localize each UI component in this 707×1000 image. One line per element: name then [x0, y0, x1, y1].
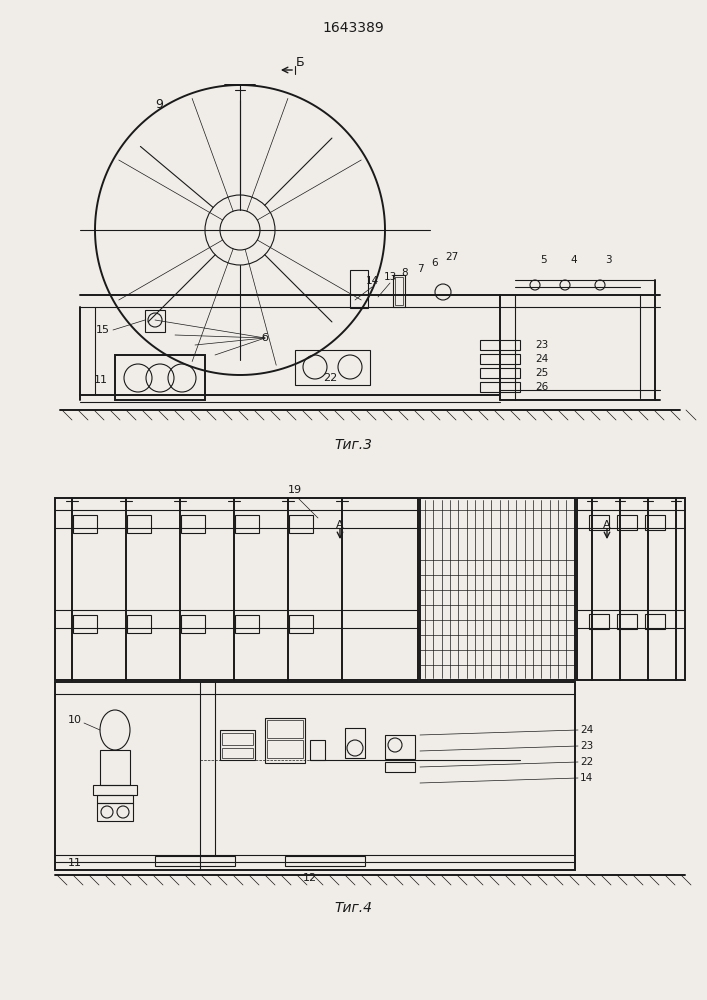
Bar [385, 762, 415, 772]
Bar [480, 382, 520, 392]
Bar [73, 615, 97, 633]
Bar [235, 515, 259, 533]
Text: 6: 6 [432, 258, 438, 268]
Bar [645, 614, 665, 629]
Bar [220, 730, 255, 760]
Bar [285, 856, 365, 866]
Bar [97, 803, 133, 821]
Text: 27: 27 [445, 252, 459, 262]
Text: 14: 14 [580, 773, 593, 783]
Text: 23: 23 [580, 741, 593, 751]
Text: 3: 3 [605, 255, 612, 265]
Bar [480, 368, 520, 378]
Bar [393, 275, 405, 307]
Text: 19: 19 [288, 485, 302, 495]
Text: 11: 11 [94, 375, 108, 385]
Bar [295, 350, 370, 385]
Bar [589, 515, 609, 530]
Bar [480, 340, 520, 350]
Bar [127, 515, 151, 533]
Bar [181, 515, 205, 533]
Text: 24: 24 [580, 725, 593, 735]
Bar [289, 615, 313, 633]
Bar [385, 735, 415, 759]
Text: 12: 12 [303, 873, 317, 883]
Text: 15: 15 [96, 325, 110, 335]
Bar [235, 615, 259, 633]
Text: Б: Б [296, 55, 304, 68]
Text: 4: 4 [570, 255, 577, 265]
Bar [93, 785, 137, 795]
Text: A: A [337, 520, 344, 530]
Bar [420, 498, 575, 680]
Text: 1643389: 1643389 [322, 21, 384, 35]
Text: 5: 5 [540, 255, 547, 265]
Bar [289, 515, 313, 533]
Bar [222, 748, 253, 758]
Bar [145, 310, 165, 332]
Text: Τиг.4: Τиг.4 [334, 901, 372, 915]
Text: 7: 7 [416, 264, 423, 274]
Bar [55, 682, 575, 870]
Text: 22: 22 [323, 373, 337, 383]
Bar [310, 740, 325, 760]
Bar [395, 277, 403, 305]
Bar [577, 498, 685, 680]
Bar [155, 856, 235, 866]
Bar [55, 498, 418, 680]
Text: 24: 24 [535, 354, 548, 364]
Bar [589, 614, 609, 629]
Bar [73, 515, 97, 533]
Bar [345, 728, 365, 758]
Bar [267, 720, 303, 738]
Text: 11: 11 [68, 858, 82, 868]
Bar [115, 355, 205, 400]
Bar [97, 795, 133, 803]
Text: 13: 13 [383, 272, 397, 282]
Bar [350, 270, 368, 308]
Bar [617, 614, 637, 629]
Text: 23: 23 [535, 340, 548, 350]
Text: 9: 9 [155, 99, 163, 111]
Bar [127, 615, 151, 633]
Bar [222, 733, 253, 745]
Text: 25: 25 [535, 368, 548, 378]
Bar [265, 718, 305, 763]
Text: A: A [603, 520, 611, 530]
Bar [480, 354, 520, 364]
Bar [267, 740, 303, 758]
Text: 10: 10 [68, 715, 82, 725]
Bar [617, 515, 637, 530]
Text: 8: 8 [402, 268, 409, 278]
Text: б: б [262, 333, 269, 343]
Text: 26: 26 [535, 382, 548, 392]
Bar [645, 515, 665, 530]
Text: 14: 14 [366, 276, 379, 286]
Bar [181, 615, 205, 633]
Text: 22: 22 [580, 757, 593, 767]
Text: Τиг.3: Τиг.3 [334, 438, 372, 452]
Bar [100, 750, 130, 785]
